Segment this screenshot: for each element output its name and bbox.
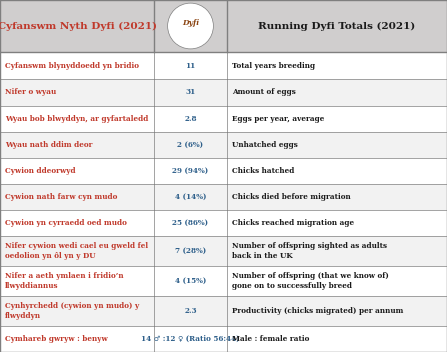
Text: Cywion yn cyrraedd oed mudo: Cywion yn cyrraedd oed mudo — [5, 219, 127, 227]
Text: 4 (15%): 4 (15%) — [175, 277, 206, 285]
Bar — [0, 266, 447, 296]
Bar — [0, 106, 447, 132]
Text: Total years breeding: Total years breeding — [232, 62, 315, 69]
Bar — [0, 210, 447, 236]
Bar — [0, 184, 447, 210]
Text: Cynhyrchedd (cywion yn mudo) y
flwyddyn: Cynhyrchedd (cywion yn mudo) y flwyddyn — [5, 302, 139, 320]
Bar — [0, 79, 447, 106]
Text: Cywion ddeorwyd: Cywion ddeorwyd — [5, 167, 76, 175]
Text: Chicks hatched: Chicks hatched — [232, 167, 295, 175]
Bar — [0, 132, 447, 158]
Text: Unhatched eggs: Unhatched eggs — [232, 141, 298, 149]
Text: 2.8: 2.8 — [184, 115, 197, 123]
Bar — [0, 296, 447, 326]
Text: 14 ♂ :12 ♀ (Ratio 56:44): 14 ♂ :12 ♀ (Ratio 56:44) — [141, 335, 240, 343]
Bar — [0, 236, 447, 266]
Bar — [0, 326, 447, 352]
Text: Cyfanswm blynyddoedd yn bridio: Cyfanswm blynyddoedd yn bridio — [5, 62, 139, 69]
Text: 2 (6%): 2 (6%) — [177, 141, 203, 149]
Text: 31: 31 — [186, 88, 196, 96]
Circle shape — [168, 3, 213, 49]
Text: 29 (94%): 29 (94%) — [173, 167, 209, 175]
Text: 11: 11 — [186, 62, 196, 69]
Text: Chicks died before migration: Chicks died before migration — [232, 193, 351, 201]
Text: 4 (14%): 4 (14%) — [175, 193, 206, 201]
Text: Nifer a aeth ymlaen i fridio’n
llwyddiannus: Nifer a aeth ymlaen i fridio’n llwyddian… — [5, 272, 124, 290]
Text: 7 (28%): 7 (28%) — [175, 247, 206, 255]
Text: Nifer cywion wedi cael eu gweld fel
oedolion yn ôl yn y DU: Nifer cywion wedi cael eu gweld fel oedo… — [5, 242, 148, 260]
Text: Number of offspring sighted as adults
back in the UK: Number of offspring sighted as adults ba… — [232, 242, 387, 260]
Text: Amount of eggs: Amount of eggs — [232, 88, 296, 96]
Bar — [0, 0, 447, 52]
Text: Cywion nath farw cyn mudo: Cywion nath farw cyn mudo — [5, 193, 118, 201]
Bar — [0, 52, 447, 79]
Text: Nifer o wyau: Nifer o wyau — [5, 88, 56, 96]
Text: Running Dyfi Totals (2021): Running Dyfi Totals (2021) — [258, 21, 416, 31]
Bar — [0, 158, 447, 184]
Text: Eggs per year, average: Eggs per year, average — [232, 115, 325, 123]
Text: Number of offspring (that we know of)
gone on to successfully breed: Number of offspring (that we know of) go… — [232, 272, 389, 290]
Text: Cymhareb gwryw : benyw: Cymhareb gwryw : benyw — [5, 335, 108, 343]
Text: Male : female ratio: Male : female ratio — [232, 335, 309, 343]
Text: Chicks reached migration age: Chicks reached migration age — [232, 219, 354, 227]
Text: Cyfanswm Nyth Dyfi (2021): Cyfanswm Nyth Dyfi (2021) — [0, 21, 156, 31]
Text: Wyau bob blwyddyn, ar gyfartaledd: Wyau bob blwyddyn, ar gyfartaledd — [5, 115, 148, 123]
Text: 25 (86%): 25 (86%) — [173, 219, 209, 227]
Text: 2.3: 2.3 — [184, 307, 197, 315]
Text: Dyfi: Dyfi — [182, 19, 199, 27]
Text: Wyau nath ddim deor: Wyau nath ddim deor — [5, 141, 93, 149]
Text: Productivity (chicks migrated) per annum: Productivity (chicks migrated) per annum — [232, 307, 403, 315]
